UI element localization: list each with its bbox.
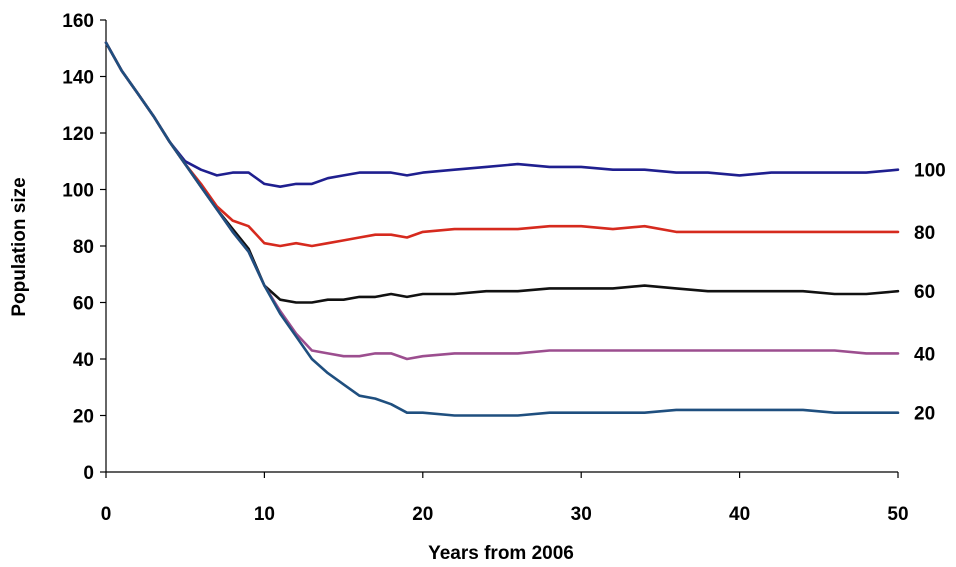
y-tick-label: 100 (62, 181, 94, 202)
series-line-100 (104, 41, 900, 188)
y-tick-label: 0 (83, 463, 94, 484)
x-tick-label: 40 (729, 504, 750, 525)
series-line-20 (104, 41, 900, 417)
y-tick-label: 140 (62, 68, 94, 89)
axes: 0 20 40 60 80 100 120 140 160 0 10 20 30 40 50 (62, 11, 908, 525)
y-tick-label: 20 (73, 407, 94, 428)
x-tick-label: 50 (887, 504, 908, 525)
series-layer (104, 41, 900, 417)
x-tick-label: 20 (412, 504, 433, 525)
series-line-80 (104, 41, 900, 248)
y-tick-label: 40 (73, 350, 94, 371)
y-axis-title: Population size (9, 177, 30, 316)
series-label-80: 80 (914, 223, 935, 244)
series-label-40: 40 (914, 344, 935, 365)
labels-layer: 100 80 60 40 20 (914, 161, 946, 425)
x-axis-title: Years from 2006 (428, 543, 574, 564)
y-tick-label: 80 (73, 237, 94, 258)
series-label-60: 60 (914, 282, 935, 303)
x-tick-label: 10 (254, 504, 275, 525)
series-label-20: 20 (914, 404, 935, 425)
y-tick-label: 120 (62, 124, 94, 145)
y-tick-label: 60 (73, 294, 94, 315)
series-label-100: 100 (914, 161, 946, 182)
x-tick-label: 30 (571, 504, 592, 525)
series-line-40 (104, 41, 900, 361)
y-tick-label: 160 (62, 11, 94, 32)
x-tick-label: 0 (101, 504, 112, 525)
